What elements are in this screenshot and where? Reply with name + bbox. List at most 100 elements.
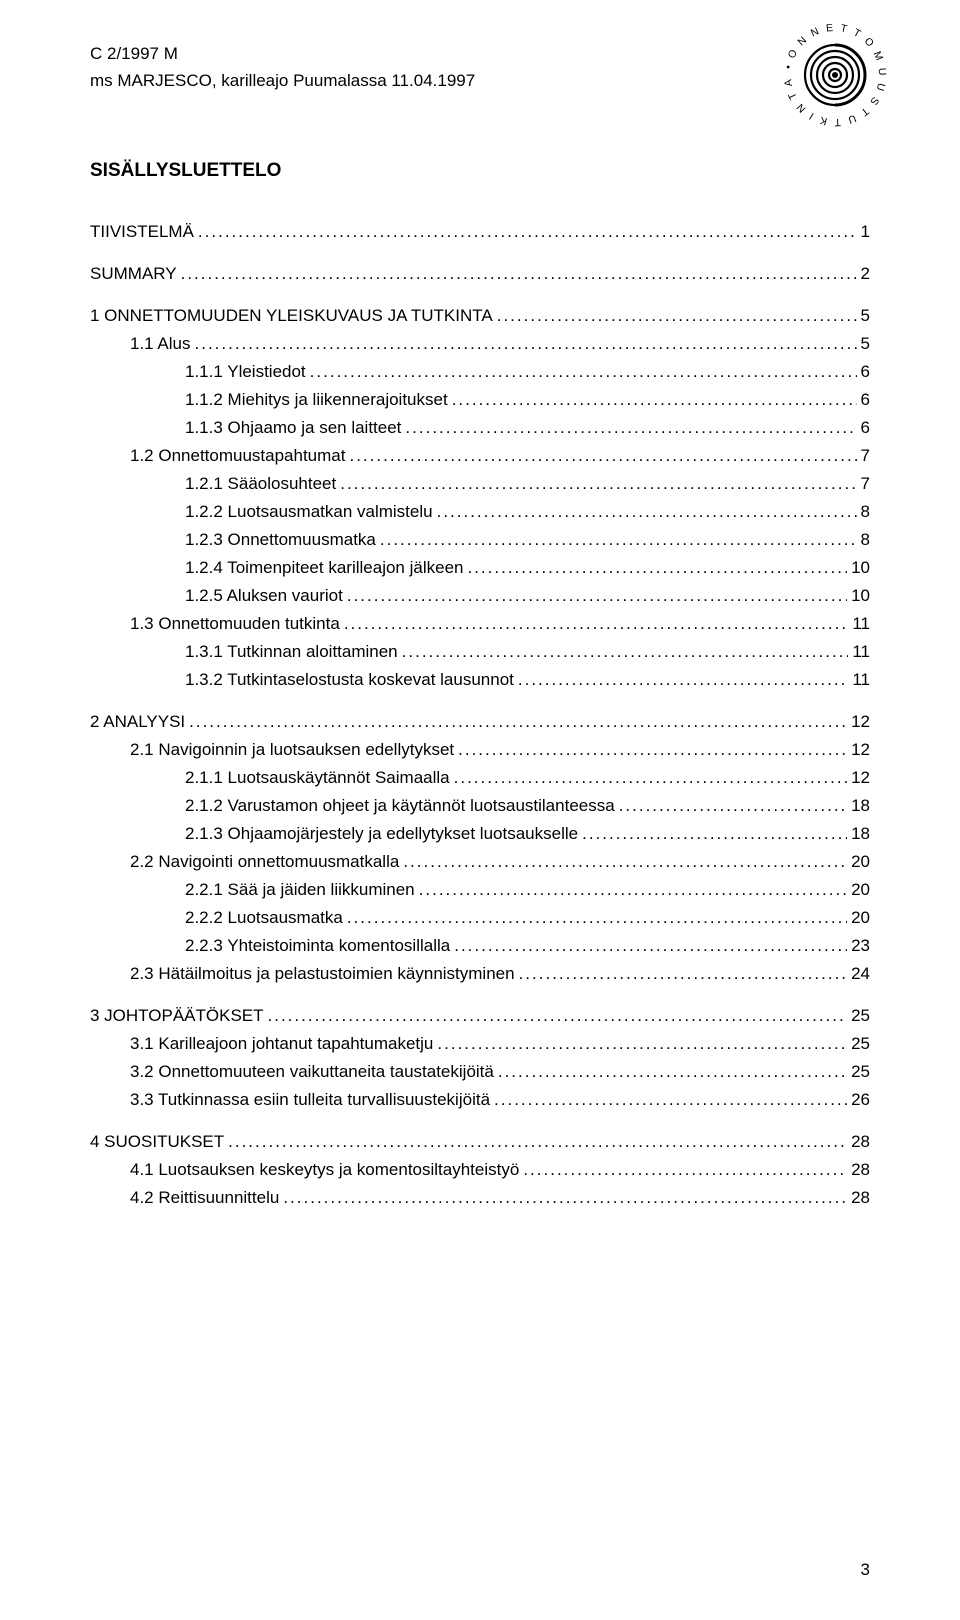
toc-label: 1.1.2 Miehitys ja liikennerajoitukset bbox=[185, 390, 448, 410]
toc-leader bbox=[198, 222, 857, 242]
toc-label: 1.3.1 Tutkinnan aloittaminen bbox=[185, 642, 398, 662]
toc-row: SUMMARY 2 bbox=[90, 264, 870, 284]
toc-row: 3.1 Karilleajoon johtanut tapahtumaketju… bbox=[90, 1034, 870, 1054]
toc-label: 2.3 Hätäilmoitus ja pelastustoimien käyn… bbox=[130, 964, 515, 984]
doc-title: ms MARJESCO, karilleajo Puumalassa 11.04… bbox=[90, 67, 475, 94]
toc-leader bbox=[189, 712, 847, 732]
toc-label: 3.3 Tutkinnassa esiin tulleita turvallis… bbox=[130, 1090, 490, 1110]
toc-label: 4.1 Luotsauksen keskeytys ja komentosilt… bbox=[130, 1160, 519, 1180]
toc-leader bbox=[344, 614, 849, 634]
toc-page: 12 bbox=[851, 712, 870, 732]
toc-label: 1.3.2 Tutkintaselostusta koskevat lausun… bbox=[185, 670, 514, 690]
toc-label: 1.2 Onnettomuustapahtumat bbox=[130, 446, 345, 466]
toc-label: 3.2 Onnettomuuteen vaikuttaneita taustat… bbox=[130, 1062, 494, 1082]
toc-leader bbox=[454, 936, 847, 956]
toc-page: 10 bbox=[851, 586, 870, 606]
toc-label: 1.1.3 Ohjaamo ja sen laitteet bbox=[185, 418, 401, 438]
toc-leader bbox=[523, 1160, 847, 1180]
toc-leader bbox=[403, 852, 847, 872]
toc-row: 2.1.3 Ohjaamojärjestely ja edellytykset … bbox=[90, 824, 870, 844]
toc-row: 3.3 Tutkinnassa esiin tulleita turvallis… bbox=[90, 1090, 870, 1110]
toc-label: 1.1 Alus bbox=[130, 334, 191, 354]
toc-page: 23 bbox=[851, 936, 870, 956]
toc-title: SISÄLLYSLUETTELO bbox=[90, 160, 870, 182]
toc-label: 2 ANALYYSI bbox=[90, 712, 185, 732]
toc-page: 1 bbox=[861, 222, 870, 242]
toc-leader bbox=[181, 264, 857, 284]
toc-page: 25 bbox=[851, 1034, 870, 1054]
toc-row: 2.3 Hätäilmoitus ja pelastustoimien käyn… bbox=[90, 964, 870, 984]
toc-label: 4 SUOSITUKSET bbox=[90, 1132, 224, 1152]
toc-page: 20 bbox=[851, 880, 870, 900]
toc-row: 1.1.3 Ohjaamo ja sen laitteet 6 bbox=[90, 418, 870, 438]
toc-row: 1.2.1 Sääolosuhteet 7 bbox=[90, 474, 870, 494]
toc-page: 5 bbox=[861, 306, 870, 326]
toc-row: 1.2.5 Aluksen vauriot 10 bbox=[90, 586, 870, 606]
toc-leader bbox=[402, 642, 849, 662]
toc-leader bbox=[228, 1132, 847, 1152]
table-of-contents: TIIVISTELMÄ1 SUMMARY 2 1 ONNETTOMUUDEN YLEI… bbox=[90, 222, 870, 1208]
toc-leader bbox=[380, 530, 857, 550]
toc-row: 2.2.1 Sää ja jäiden liikkuminen 20 bbox=[90, 880, 870, 900]
toc-leader bbox=[347, 908, 847, 928]
toc-label: 1.2.3 Onnettomuusmatka bbox=[185, 530, 376, 550]
toc-row: 2.1 Navigoinnin ja luotsauksen edellytyk… bbox=[90, 740, 870, 760]
toc-row: 1.1.2 Miehitys ja liikennerajoitukset6 bbox=[90, 390, 870, 410]
toc-page: 24 bbox=[851, 964, 870, 984]
toc-label: 2.1 Navigoinnin ja luotsauksen edellytyk… bbox=[130, 740, 454, 760]
toc-page: 8 bbox=[861, 502, 870, 522]
toc-leader bbox=[454, 768, 847, 788]
toc-page: 20 bbox=[851, 852, 870, 872]
toc-page: 11 bbox=[852, 642, 870, 662]
toc-page: 28 bbox=[851, 1132, 870, 1152]
toc-label: 4.2 Reittisuunnittelu bbox=[130, 1188, 279, 1208]
toc-page: 7 bbox=[861, 446, 870, 466]
toc-leader bbox=[268, 1006, 848, 1026]
toc-row: TIIVISTELMÄ1 bbox=[90, 222, 870, 242]
toc-leader bbox=[452, 390, 857, 410]
toc-row: 4.2 Reittisuunnittelu28 bbox=[90, 1188, 870, 1208]
toc-label: SUMMARY bbox=[90, 264, 177, 284]
toc-leader bbox=[310, 362, 857, 382]
toc-row: 1.1 Alus 5 bbox=[90, 334, 870, 354]
toc-page: 12 bbox=[851, 768, 870, 788]
toc-page: 11 bbox=[852, 614, 870, 634]
toc-row: 1.3.1 Tutkinnan aloittaminen 11 bbox=[90, 642, 870, 662]
toc-row: 1.1.1 Yleistiedot6 bbox=[90, 362, 870, 382]
toc-row: 1.2 Onnettomuustapahtumat 7 bbox=[90, 446, 870, 466]
toc-page: 10 bbox=[851, 558, 870, 578]
toc-leader bbox=[283, 1188, 847, 1208]
toc-page: 25 bbox=[851, 1062, 870, 1082]
toc-label: 1.2.2 Luotsausmatkan valmistelu bbox=[185, 502, 433, 522]
toc-leader bbox=[437, 502, 857, 522]
toc-label: 1.2.5 Aluksen vauriot bbox=[185, 586, 343, 606]
toc-leader bbox=[349, 446, 856, 466]
toc-page: 11 bbox=[852, 670, 870, 690]
toc-label: 2.1.1 Luotsauskäytännöt Saimaalla bbox=[185, 768, 450, 788]
doc-id: C 2/1997 M bbox=[90, 40, 475, 67]
toc-row: 1.2.3 Onnettomuusmatka8 bbox=[90, 530, 870, 550]
toc-label: 1.1.1 Yleistiedot bbox=[185, 362, 306, 382]
toc-leader bbox=[619, 796, 847, 816]
toc-page: 5 bbox=[861, 334, 870, 354]
toc-label: 1 ONNETTOMUUDEN YLEISKUVAUS JA TUTKINTA bbox=[90, 306, 493, 326]
toc-page: 12 bbox=[851, 740, 870, 760]
toc-label: 2.2 Navigointi onnettomuusmatkalla bbox=[130, 852, 399, 872]
toc-label: 1.2.1 Sääolosuhteet bbox=[185, 474, 336, 494]
toc-page: 7 bbox=[861, 474, 870, 494]
agency-logo: • O N N E T T O M U U S T U T K I N T A … bbox=[780, 20, 890, 130]
page-number: 3 bbox=[861, 1560, 870, 1580]
toc-label: 2.2.1 Sää ja jäiden liikkuminen bbox=[185, 880, 415, 900]
toc-page: 18 bbox=[851, 796, 870, 816]
toc-page: 20 bbox=[851, 908, 870, 928]
toc-row: 2.2.2 Luotsausmatka20 bbox=[90, 908, 870, 928]
toc-row: 4.1 Luotsauksen keskeytys ja komentosilt… bbox=[90, 1160, 870, 1180]
toc-page: 6 bbox=[861, 418, 870, 438]
toc-leader bbox=[458, 740, 847, 760]
toc-page: 2 bbox=[861, 264, 870, 284]
toc-label: 2.1.3 Ohjaamojärjestely ja edellytykset … bbox=[185, 824, 578, 844]
toc-leader bbox=[497, 306, 857, 326]
toc-leader bbox=[405, 418, 856, 438]
toc-label: 2.1.2 Varustamon ohjeet ja käytännöt luo… bbox=[185, 796, 615, 816]
toc-leader bbox=[518, 670, 848, 690]
